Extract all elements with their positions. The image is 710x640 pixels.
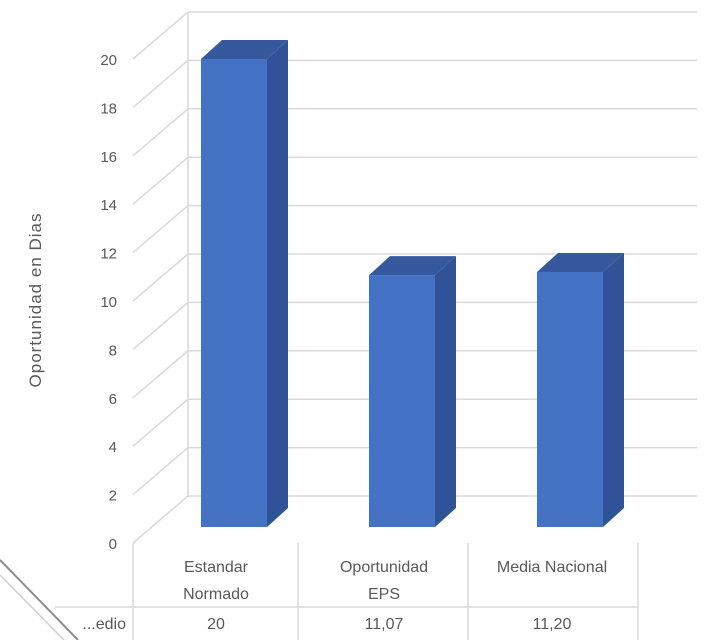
table-lines [55, 543, 639, 640]
bar-top [537, 252, 624, 272]
x-category-label: Media Nacional [497, 559, 607, 576]
bar-top [369, 256, 456, 276]
bars [201, 40, 624, 527]
bar-side [435, 256, 456, 527]
y-tick-label: 20 [100, 52, 117, 69]
table-row-label: ...edio [82, 616, 126, 633]
gridline [132, 11, 697, 60]
y-tick-label: 14 [100, 197, 117, 214]
gridline [132, 446, 697, 496]
gridline [132, 301, 697, 350]
table-value: 20 [207, 616, 225, 633]
y-tick-label: 10 [100, 294, 117, 311]
gridline [132, 495, 697, 544]
table-value: 11,07 [365, 616, 404, 633]
bar-side [267, 40, 288, 527]
gridline [132, 108, 697, 157]
y-axis-label: Oportunidad en Dias [26, 213, 45, 388]
bar [369, 256, 456, 527]
y-tick-label: 6 [109, 391, 117, 408]
bar-front [537, 271, 603, 527]
y-tick-label: 18 [100, 100, 117, 117]
gridline [132, 253, 697, 302]
x-category-label: Normado [183, 586, 249, 603]
gridline [132, 350, 697, 399]
x-category-label: Oportunidad [340, 559, 428, 576]
x-category-label: EPS [368, 586, 400, 603]
gridline [132, 59, 697, 108]
gridline [132, 156, 697, 205]
bar-front [369, 275, 435, 527]
y-tick-label: 4 [109, 439, 117, 456]
bar-top [201, 40, 288, 59]
y-tick-label: 8 [109, 342, 117, 359]
gridlines [132, 11, 697, 544]
bar [537, 252, 624, 527]
y-tick-label: 16 [100, 149, 117, 166]
y-tick-label: 12 [100, 246, 117, 263]
table-value: 11,20 [533, 616, 572, 633]
gridline [132, 204, 697, 254]
y-axis: 0 2 4 6 8 10 12 14 16 18 20 [100, 52, 117, 553]
gridline [132, 398, 697, 447]
y-tick-label: 2 [109, 488, 117, 505]
bar [201, 40, 288, 527]
page-curl-decoration [0, 559, 79, 640]
data-table: Estandar Normado Oportunidad EPS Media Nacio… [55, 543, 639, 640]
y-tick-label: 0 [109, 536, 117, 553]
bar-side [603, 252, 624, 527]
x-category-label: Estandar [184, 559, 249, 576]
bar-front [201, 59, 267, 527]
